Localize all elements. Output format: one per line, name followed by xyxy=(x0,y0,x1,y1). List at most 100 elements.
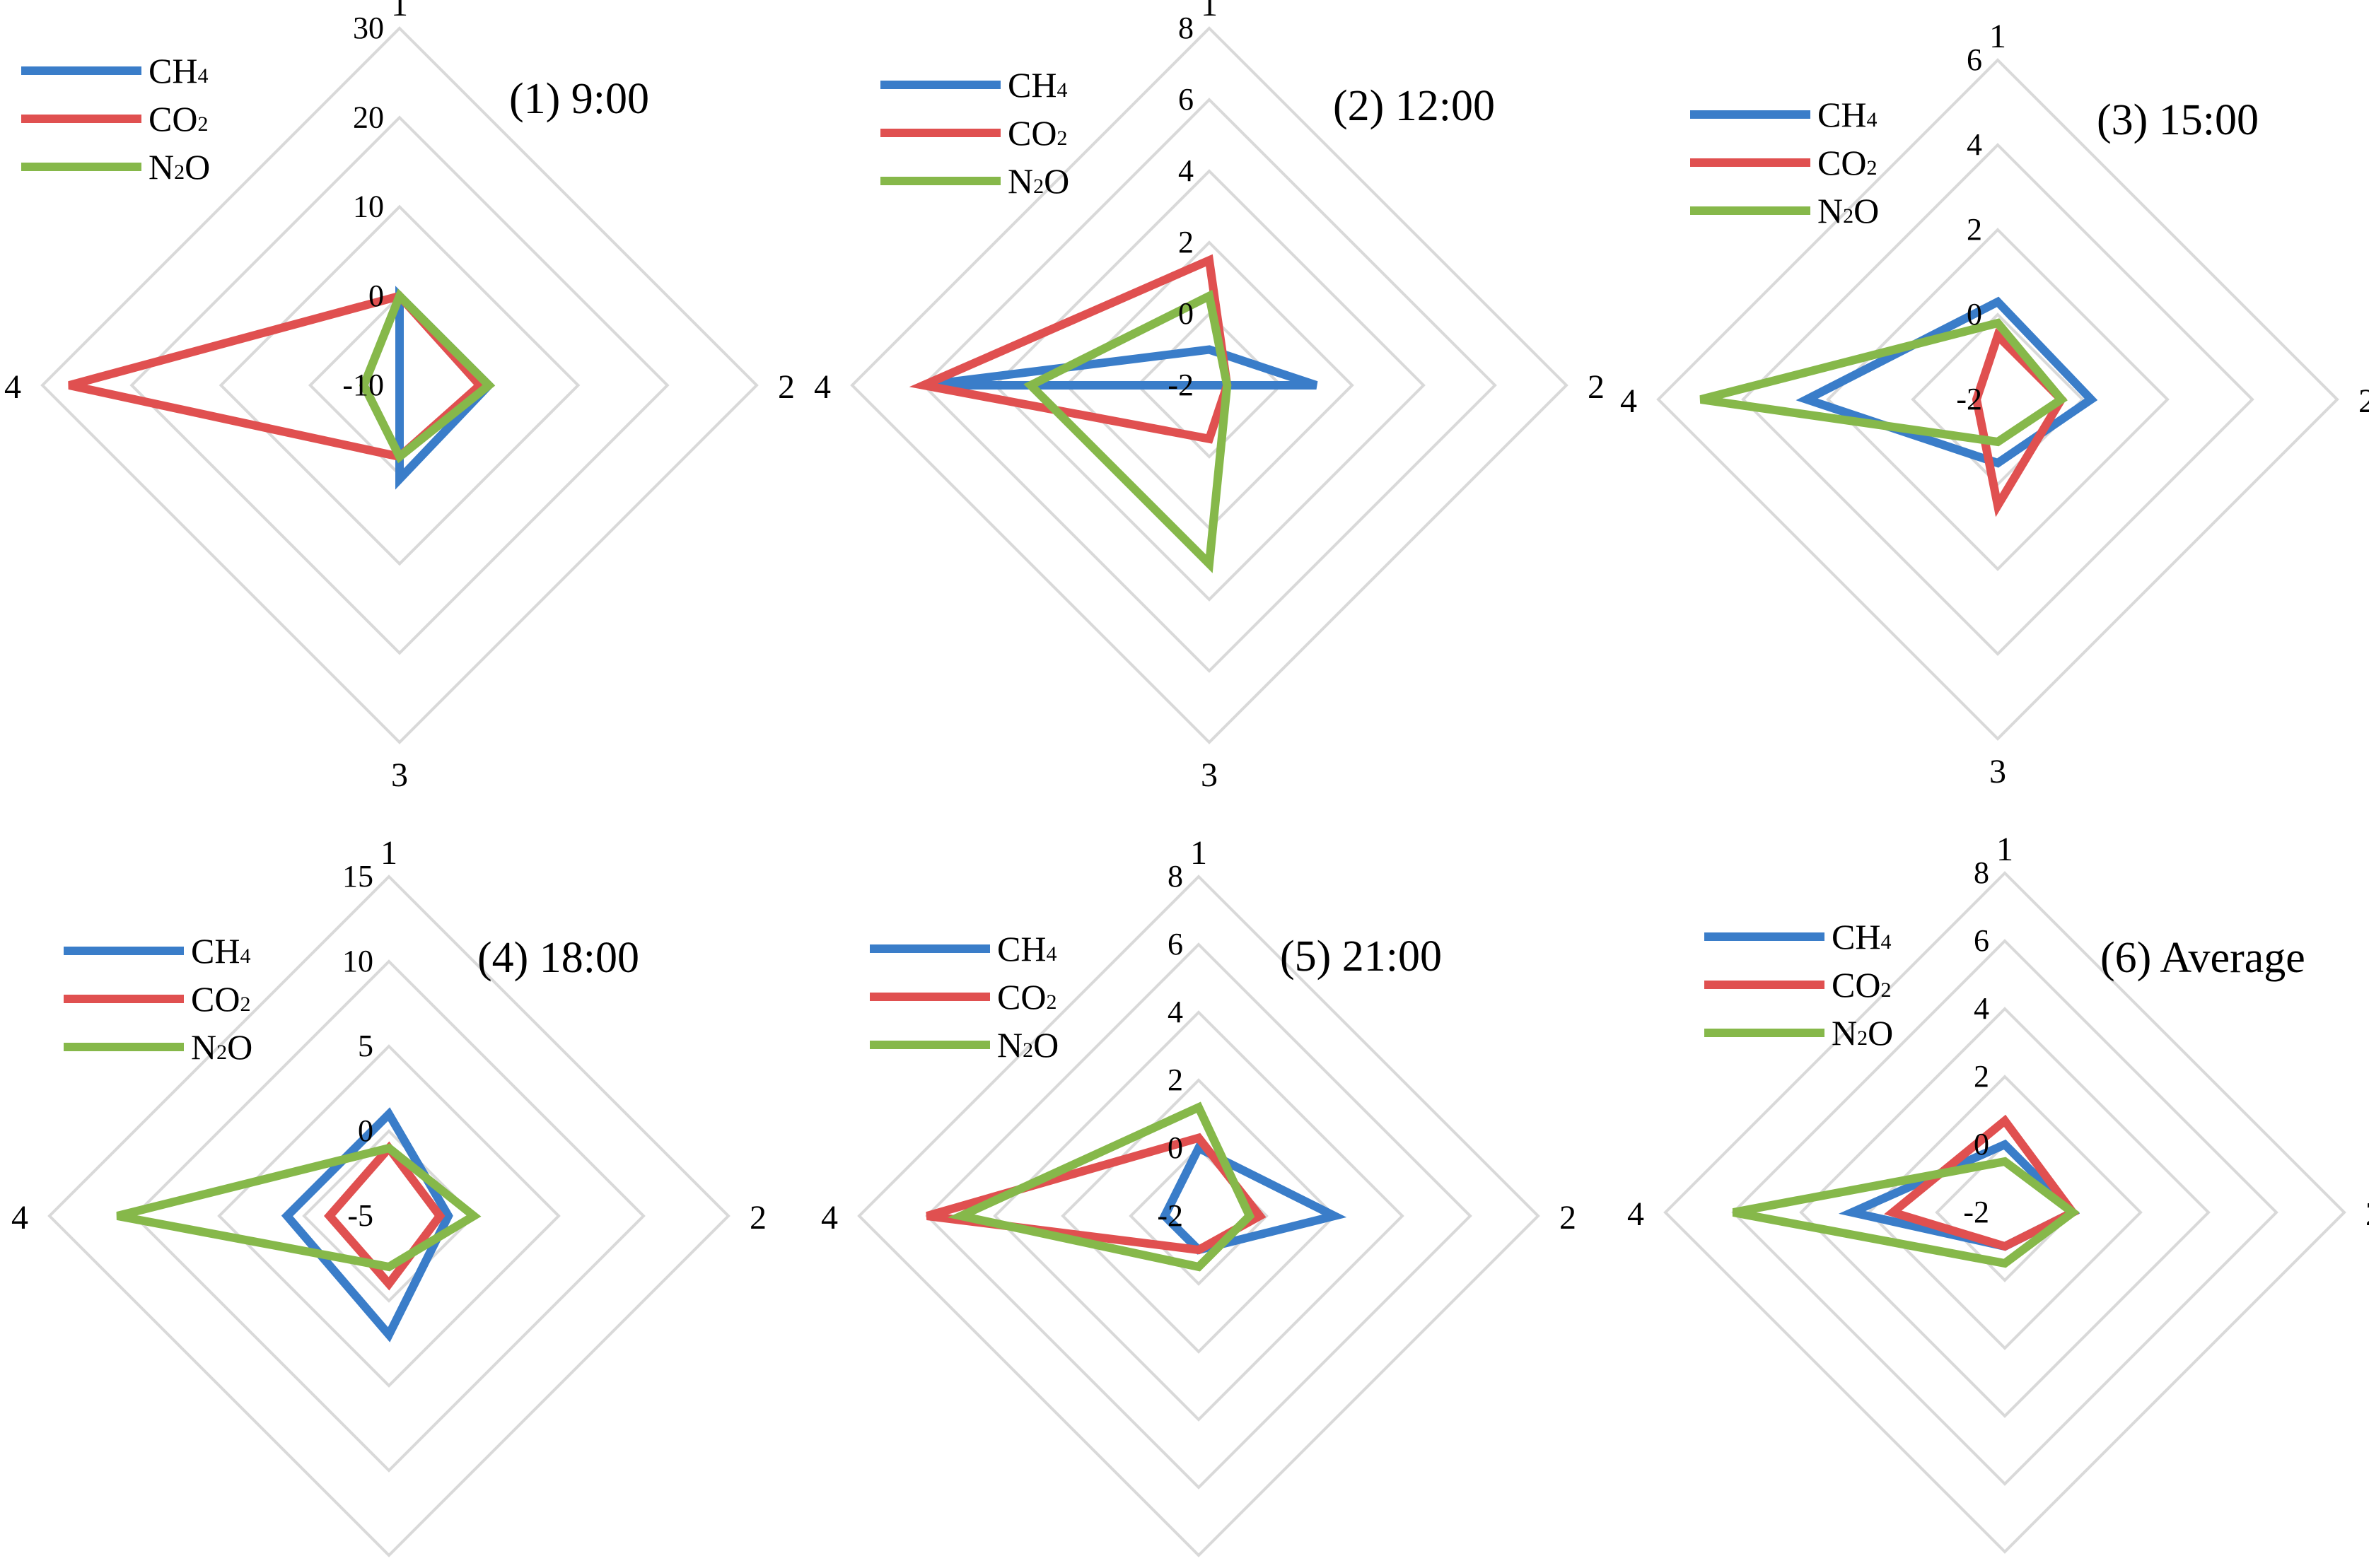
legend-label-ch4: CH4 xyxy=(149,51,208,90)
grid-ring-2 xyxy=(993,1010,1404,1422)
series-n2o-shape xyxy=(359,288,496,464)
tick-label: 6 xyxy=(1967,42,1982,77)
axis-label-2: 2 xyxy=(2365,1195,2369,1233)
tick-label: 6 xyxy=(1168,927,1183,961)
grid-ring-3 xyxy=(1061,1078,1337,1354)
series-n2o-shape xyxy=(1023,289,1232,573)
radar-panel-3: 6 4 2 0 -2 1 2 3 4 (3) 15:00 CH4 CO2 N2O xyxy=(1620,18,2369,790)
tick-label: 20 xyxy=(353,100,384,134)
legend-label-ch4: CH4 xyxy=(1832,917,1891,956)
tick-label: 8 xyxy=(1178,11,1194,45)
legend-label-co2: CO2 xyxy=(1008,113,1067,153)
grid-ring-1 xyxy=(925,942,1472,1490)
grid-ring-1 xyxy=(921,98,1497,673)
panel-title: (2) 12:00 xyxy=(1333,82,1495,130)
axis-label-2: 2 xyxy=(750,1199,767,1236)
radar-panel-2: 8 6 4 2 0 -2 1 2 3 4 (2) 12:00 CH4 CO2 N2O xyxy=(814,0,1605,794)
axis-label-3: 3 xyxy=(391,756,408,794)
grid-ring-2 xyxy=(1799,1007,2211,1418)
series-co2-shape xyxy=(1884,1114,2080,1251)
legend-label-n2o: N2O xyxy=(1817,191,1879,230)
axis-label-1: 1 xyxy=(391,0,408,23)
grid-ring-1 xyxy=(129,115,670,655)
grid-ring-3 xyxy=(1867,1075,2143,1350)
axis-label-1: 1 xyxy=(1190,834,1207,872)
grid-ring-2 xyxy=(217,1044,561,1388)
series-n2o-shape xyxy=(948,1101,1255,1272)
grid-ring-1 xyxy=(1731,939,2278,1486)
tick-label: 2 xyxy=(1967,212,1982,247)
legend-label-co2: CO2 xyxy=(997,977,1057,1017)
tick-label: 2 xyxy=(1974,1059,1989,1094)
legend-label-n2o: N2O xyxy=(191,1027,252,1067)
legend-label-ch4: CH4 xyxy=(1008,65,1067,105)
axis-label-4: 4 xyxy=(814,368,831,406)
tick-label: 4 xyxy=(1178,153,1194,188)
axis-label-2: 2 xyxy=(2358,382,2369,420)
tick-label: 2 xyxy=(1178,225,1194,259)
axis-label-4: 4 xyxy=(1620,382,1637,420)
tick-label: 15 xyxy=(342,859,373,894)
legend: CH4 CO2 N2O xyxy=(870,929,1059,1065)
tick-label: -2 xyxy=(1168,368,1194,402)
panel-title: (6) Average xyxy=(2100,934,2305,982)
grid-ring-0 xyxy=(1656,58,2339,741)
tick-label: 8 xyxy=(1974,855,1989,890)
legend-label-ch4: CH4 xyxy=(1817,95,1877,134)
grid-ring-1 xyxy=(1741,143,2254,656)
panel-title: (5) 21:00 xyxy=(1280,932,1442,981)
series-ch4-shape xyxy=(1795,296,2098,468)
legend: CH4 CO2 N2O xyxy=(21,51,210,187)
series-ch4-shape xyxy=(923,345,1318,390)
legend-label-ch4: CH4 xyxy=(997,929,1057,969)
series-co2-shape xyxy=(1972,327,2067,517)
legend: CH4 CO2 N2O xyxy=(880,65,1069,201)
radar-panel-1: 30 20 10 0 -10 1 2 3 4 (1) 9:00 CH4 CO2 N2O xyxy=(4,0,795,794)
tick-label: 0 xyxy=(1168,1130,1183,1165)
axis-label-1: 1 xyxy=(1989,18,2006,55)
series-n2o-shape xyxy=(116,1143,482,1272)
axis-label-2: 2 xyxy=(778,368,795,406)
panel-title: (4) 18:00 xyxy=(477,934,639,982)
tick-label: 8 xyxy=(1168,859,1183,894)
panel-title: (1) 9:00 xyxy=(509,75,649,123)
tick-label: 4 xyxy=(1967,127,1982,162)
grid-ring-0 xyxy=(40,26,759,744)
grid-ring-0 xyxy=(47,874,731,1557)
tick-label: 0 xyxy=(358,1113,373,1148)
legend-label-ch4: CH4 xyxy=(191,931,250,971)
series-n2o-shape xyxy=(1732,1157,2080,1268)
series-co2-shape xyxy=(324,1141,446,1291)
tick-label: 2 xyxy=(1168,1063,1183,1097)
axis-label-1: 1 xyxy=(380,834,397,872)
tick-label: 6 xyxy=(1974,923,1989,958)
axis-label-4: 4 xyxy=(11,1199,28,1236)
tick-label: 0 xyxy=(368,279,384,313)
legend-label-n2o: N2O xyxy=(1008,161,1069,201)
legend: CH4 CO2 N2O xyxy=(64,931,252,1067)
tick-label: 30 xyxy=(353,11,384,45)
axis-label-2: 2 xyxy=(1559,1199,1576,1236)
panel-title: (3) 15:00 xyxy=(2097,96,2259,144)
legend: CH4 CO2 N2O xyxy=(1690,95,1879,230)
legend-label-co2: CO2 xyxy=(1832,965,1891,1005)
tick-label: -2 xyxy=(1956,382,1982,416)
tick-label: 10 xyxy=(353,189,384,224)
grid-ring-0 xyxy=(850,26,1568,744)
legend: CH4 CO2 N2O xyxy=(1704,917,1893,1053)
tick-label: 4 xyxy=(1168,995,1183,1029)
tick-label: -5 xyxy=(347,1198,373,1233)
axis-label-3: 3 xyxy=(1996,1566,2013,1568)
grid-ring-0 xyxy=(857,874,1540,1557)
axis-label-1: 1 xyxy=(1996,831,2013,868)
tick-label: 4 xyxy=(1974,991,1989,1026)
axis-label-4: 4 xyxy=(4,368,21,406)
series-n2o-shape xyxy=(1699,318,2068,447)
axis-label-1: 1 xyxy=(1201,0,1218,23)
axis-label-4: 4 xyxy=(1627,1195,1644,1233)
grid-ring-1 xyxy=(132,959,646,1473)
grid-ring-2 xyxy=(1826,228,2170,571)
legend-label-co2: CO2 xyxy=(149,99,208,139)
